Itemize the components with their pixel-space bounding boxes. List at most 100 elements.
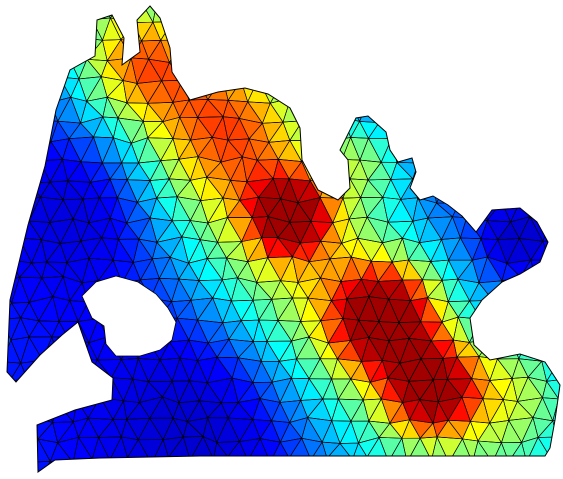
- mesh-element: [499, 316, 523, 338]
- mesh-element: [541, 316, 560, 340]
- mesh-edge: [327, 158, 351, 180]
- mesh-edge: [72, 378, 89, 401]
- mesh-element: [532, 38, 552, 63]
- mesh-element: [302, 101, 320, 123]
- mesh-edge: [438, 6, 458, 20]
- mesh-element: [287, 19, 313, 44]
- mesh-element: [272, 41, 287, 64]
- mesh-edge: [22, 120, 41, 144]
- mesh-edge: [277, 18, 298, 44]
- mesh-edge: [42, 382, 58, 404]
- mesh-edge: [501, 139, 524, 163]
- mesh-edge: [541, 338, 560, 362]
- mesh-edge: [286, 6, 313, 20]
- mesh-edge: [422, 459, 442, 472]
- mesh-edge: [421, 37, 440, 65]
- mesh-edge: [438, 17, 462, 41]
- mesh-edge: [452, 39, 474, 64]
- mesh-element: [536, 279, 560, 302]
- mesh-edge: [320, 58, 344, 80]
- mesh-edge: [558, 76, 560, 101]
- mesh-edge: [549, 257, 560, 280]
- mesh-element: [540, 178, 560, 204]
- mesh-edge: [472, 56, 490, 81]
- mesh-edge: [436, 97, 458, 122]
- mesh-edge: [553, 278, 560, 303]
- mesh-element: [196, 39, 223, 64]
- mesh-edge: [196, 19, 223, 41]
- mesh-edge: [311, 18, 329, 40]
- mesh-element: [558, 37, 560, 59]
- mesh-edge: [491, 336, 512, 360]
- mesh-element: [472, 6, 489, 18]
- mesh-element: [372, 16, 389, 40]
- mesh-element: [72, 458, 93, 472]
- mesh-element: [230, 18, 249, 42]
- mesh-edge: [507, 139, 532, 163]
- mesh-element: [342, 78, 360, 98]
- mesh-edge: [458, 79, 478, 101]
- mesh-element: [41, 41, 62, 63]
- mesh-edge: [391, 122, 414, 140]
- mesh-element: [411, 18, 428, 44]
- mesh-element: [26, 6, 53, 21]
- mesh-element: [240, 59, 259, 81]
- mesh-edge: [102, 459, 123, 472]
- mesh-element: [390, 56, 414, 78]
- mesh-element: [41, 19, 62, 43]
- mesh-edge: [56, 462, 81, 472]
- mesh-element: [526, 157, 548, 183]
- mesh-edge: [448, 462, 473, 472]
- mesh-element: [541, 98, 560, 122]
- mesh-edge: [517, 99, 543, 123]
- mesh-element: [511, 161, 527, 183]
- mesh-edge: [27, 100, 51, 122]
- mesh-element: [379, 76, 401, 102]
- mesh-edge: [320, 38, 338, 60]
- mesh-edge: [528, 82, 551, 101]
- mesh-element: [7, 201, 30, 222]
- mesh-edge: [331, 57, 348, 80]
- mesh-edge: [285, 42, 312, 64]
- mesh-element: [19, 16, 43, 43]
- mesh-element: [18, 416, 39, 440]
- mesh-edge: [491, 461, 510, 472]
- mesh-edge: [301, 59, 322, 79]
- mesh-edge: [439, 158, 458, 185]
- mesh-element: [530, 121, 549, 143]
- mesh-element: [550, 336, 560, 360]
- mesh-edge: [48, 380, 74, 404]
- mesh-edge: [7, 81, 21, 101]
- mesh-edge: [501, 161, 524, 179]
- mesh-element: [222, 39, 241, 64]
- mesh-element: [346, 18, 374, 44]
- mesh-edge: [412, 56, 433, 79]
- mesh-element: [479, 16, 500, 43]
- mesh-element: [387, 99, 408, 124]
- mesh-element: [181, 18, 198, 41]
- mesh-edge: [58, 359, 84, 382]
- mesh-element: [431, 37, 453, 64]
- mesh-element: [553, 278, 560, 303]
- mesh-edge: [509, 6, 532, 22]
- mesh-element: [381, 6, 403, 18]
- mesh-edge: [546, 178, 560, 202]
- mesh-edge: [318, 457, 339, 472]
- mesh-element: [328, 97, 348, 119]
- mesh-element: [317, 159, 343, 178]
- mesh-element: [190, 57, 211, 84]
- mesh-element: [326, 457, 353, 472]
- mesh-edge: [381, 6, 403, 18]
- mesh-edge: [10, 99, 29, 125]
- mesh-edge: [382, 15, 401, 44]
- mesh-edge: [472, 39, 490, 64]
- mesh-element: [526, 460, 553, 472]
- mesh-element: [530, 6, 551, 23]
- mesh-element: [406, 460, 432, 472]
- mesh-element: [239, 36, 263, 61]
- mesh-element: [508, 461, 528, 472]
- mesh-edge: [198, 62, 224, 84]
- mesh-edge: [310, 58, 333, 79]
- mesh-element: [311, 19, 328, 40]
- mesh-edge: [417, 139, 441, 164]
